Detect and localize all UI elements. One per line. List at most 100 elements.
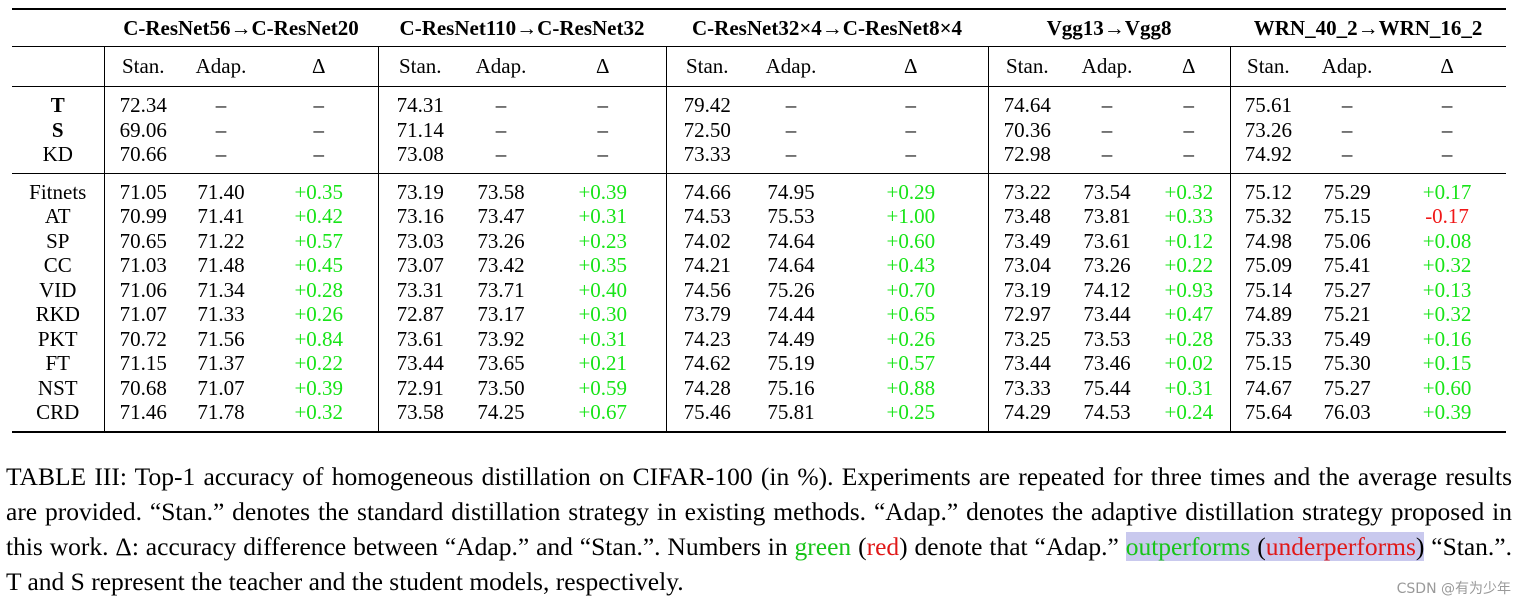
delta-value: +0.42 <box>294 204 344 228</box>
stan-value: 70.66 <box>103 142 182 174</box>
adap-value: 75.41 <box>1323 253 1371 277</box>
row-label: PKT <box>37 326 78 351</box>
adap-value: 73.17 <box>477 302 525 326</box>
adap-value: 73.54 <box>1083 179 1131 204</box>
stan-value: 73.33 <box>665 142 749 174</box>
delta-value: +0.59 <box>578 375 628 400</box>
delta-value: +0.57 <box>886 351 936 375</box>
table-caption: TABLE III: Top-1 accuracy of homogeneous… <box>6 459 1512 599</box>
adap-value: – <box>1066 142 1149 174</box>
adap-value: 73.92 <box>477 326 525 351</box>
stan-value: 72.97 <box>987 302 1067 327</box>
delta-value: +0.67 <box>540 400 667 433</box>
delta-value: +0.31 <box>578 326 628 351</box>
delta-value: +0.26 <box>886 326 936 351</box>
delta-value: – <box>313 117 325 142</box>
delta-value: -0.17 <box>1425 204 1469 228</box>
stan-value: 73.79 <box>665 302 749 327</box>
delta-value: +0.57 <box>294 228 344 253</box>
subheader-adap: Adap. <box>182 46 260 87</box>
delta-value: – <box>905 93 917 117</box>
adap-value: 73.61 <box>1083 228 1131 253</box>
stan-value: 74.62 <box>665 351 749 376</box>
delta-value: +0.45 <box>294 253 344 277</box>
stan-value: 73.33 <box>987 375 1067 400</box>
row-label: S <box>51 117 64 142</box>
delta-value: +0.26 <box>294 302 344 326</box>
stan-value: 75.64 <box>1229 400 1307 433</box>
delta-value: – <box>540 142 667 174</box>
caption-text: TABLE III: Top-1 accuracy of homogeneous… <box>6 462 1512 561</box>
adap-value: 75.15 <box>1323 204 1371 228</box>
row-label: NST <box>37 375 78 400</box>
row-label: T <box>50 93 65 117</box>
caption-text: ( <box>1250 532 1266 561</box>
group-header: C-ResNet56→C-ResNet20 <box>104 8 378 47</box>
delta-value: +0.31 <box>578 204 628 228</box>
delta-value: – <box>834 142 989 174</box>
adap-value: 73.71 <box>477 277 525 302</box>
stan-value: 70.72 <box>103 326 182 351</box>
stan-value: 75.12 <box>1229 173 1307 204</box>
stan-value: 72.34 <box>103 86 182 118</box>
stan-value: 74.92 <box>1229 142 1307 174</box>
stan-value: 74.31 <box>377 86 462 118</box>
adap-value: 71.41 <box>197 204 245 228</box>
delta-value: +0.28 <box>1164 326 1214 351</box>
delta-value: – <box>1148 142 1231 174</box>
delta-value: +0.22 <box>294 351 344 375</box>
adap-value: – <box>215 117 227 142</box>
delta-value: +0.35 <box>294 179 344 204</box>
adap-value: – <box>785 93 797 117</box>
subheader-delta: Δ <box>834 46 989 87</box>
delta-value: – <box>1441 93 1453 117</box>
adap-value: 75.06 <box>1323 228 1371 253</box>
delta-value: +0.12 <box>1164 228 1214 253</box>
delta-value: +0.60 <box>886 228 936 253</box>
stan-value: 73.61 <box>377 326 462 351</box>
caption-text: ( <box>851 532 867 561</box>
adap-value: 74.64 <box>767 253 815 277</box>
delta-value: +0.32 <box>1422 302 1472 326</box>
subheader-adap: Adap. <box>462 46 540 87</box>
subheader-stan: Stan. <box>103 46 182 87</box>
adap-value: – <box>1341 117 1353 142</box>
table-row: PKT 70.72 71.56 +0.84 73.61 73.92 +0.31 74.23 74… <box>12 326 1506 351</box>
group-header: Vgg13→Vgg8 <box>988 8 1231 47</box>
adap-value: 73.44 <box>1083 302 1131 326</box>
adap-value: 73.58 <box>477 179 525 204</box>
delta-value: +0.32 <box>1164 179 1214 204</box>
subheader-stan: Stan. <box>987 46 1067 87</box>
results-table: C-ResNet56→C-ResNet20 C-ResNet110→C-ResN… <box>12 8 1507 433</box>
delta-value: +0.43 <box>886 253 936 277</box>
delta-value: – <box>313 93 325 117</box>
adap-value: 73.26 <box>477 228 525 253</box>
delta-value: +0.21 <box>578 351 628 375</box>
subheader-stan: Stan. <box>665 46 749 87</box>
table-row: CRD 71.46 71.78 +0.32 73.58 74.25 +0.67 75.46 75… <box>12 400 1507 433</box>
stan-value: 73.44 <box>987 351 1067 376</box>
caption-text: “Stan.”. T and S represent the teacher a… <box>6 532 1512 596</box>
delta-value: +0.39 <box>578 179 628 204</box>
stan-value: 75.14 <box>1229 277 1307 302</box>
adap-value: 73.65 <box>477 351 525 375</box>
delta-value: – <box>1183 117 1195 142</box>
stan-value: 73.44 <box>377 351 462 376</box>
adap-value: 75.44 <box>1083 375 1131 400</box>
stan-value: 74.28 <box>665 375 749 400</box>
delta-value: +0.84 <box>294 326 344 351</box>
delta-value: +0.39 <box>1388 400 1507 433</box>
subheader-row: Stan. Adap. Δ Stan. Adap. Δ Stan. Adap. Δ Stan. Ad… <box>12 46 1507 87</box>
delta-value: – <box>597 93 609 117</box>
stan-value: 73.26 <box>1229 117 1307 142</box>
stan-value: 70.65 <box>103 228 182 253</box>
delta-value: +0.13 <box>1422 277 1472 302</box>
adap-value: 73.26 <box>1083 253 1131 277</box>
adap-value: 71.48 <box>197 253 245 277</box>
stan-value: 74.56 <box>665 277 749 302</box>
stan-value: 73.03 <box>377 228 462 253</box>
delta-value: +0.30 <box>578 302 628 326</box>
delta-value: – <box>597 117 609 142</box>
subheader-stan: Stan. <box>1229 46 1307 87</box>
stan-value: 70.36 <box>987 117 1067 142</box>
